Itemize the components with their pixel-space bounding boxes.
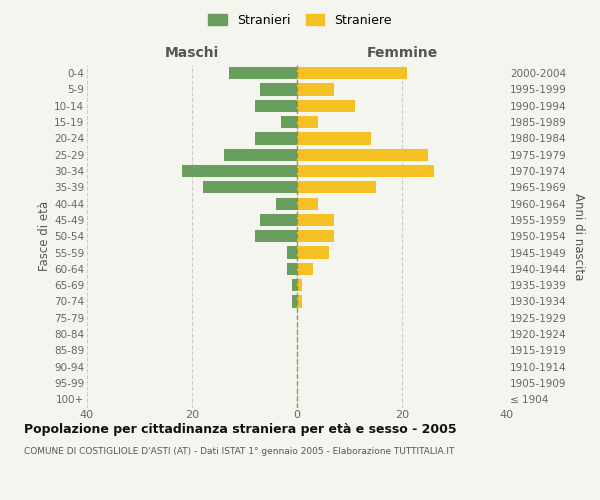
Bar (297, 148, 428, 161)
Bar (297, 198, 318, 209)
Text: Femmine: Femmine (367, 46, 437, 60)
Bar (224, 148, 297, 161)
Y-axis label: Anni di nascita: Anni di nascita (572, 192, 585, 280)
Bar (260, 84, 297, 96)
Bar (297, 132, 371, 144)
Text: Popolazione per cittadinanza straniera per età e sesso - 2005: Popolazione per cittadinanza straniera p… (24, 422, 457, 436)
Bar (255, 132, 297, 144)
Bar (297, 246, 329, 258)
Bar (297, 296, 302, 308)
Bar (287, 263, 297, 275)
Bar (297, 100, 355, 112)
Bar (281, 116, 297, 128)
Bar (297, 230, 334, 242)
Bar (297, 116, 318, 128)
Bar (297, 67, 407, 80)
Bar (260, 214, 297, 226)
Bar (203, 181, 297, 194)
Bar (292, 279, 297, 291)
Bar (229, 67, 297, 80)
Bar (255, 100, 297, 112)
Bar (297, 263, 313, 275)
Bar (276, 198, 297, 209)
Bar (297, 165, 434, 177)
Bar (297, 181, 376, 194)
Bar (287, 246, 297, 258)
Bar (297, 84, 334, 96)
Bar (292, 296, 297, 308)
Bar (182, 165, 297, 177)
Text: COMUNE DI COSTIGLIOLE D'ASTI (AT) - Dati ISTAT 1° gennaio 2005 - Elaborazione TU: COMUNE DI COSTIGLIOLE D'ASTI (AT) - Dati… (24, 448, 454, 456)
Bar (255, 230, 297, 242)
Text: Maschi: Maschi (165, 46, 219, 60)
Y-axis label: Fasce di età: Fasce di età (38, 201, 51, 272)
Bar (297, 214, 334, 226)
Legend: Stranieri, Straniere: Stranieri, Straniere (203, 8, 397, 32)
Bar (297, 279, 302, 291)
